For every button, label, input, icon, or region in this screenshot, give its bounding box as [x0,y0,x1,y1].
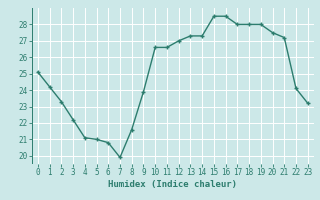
X-axis label: Humidex (Indice chaleur): Humidex (Indice chaleur) [108,180,237,189]
